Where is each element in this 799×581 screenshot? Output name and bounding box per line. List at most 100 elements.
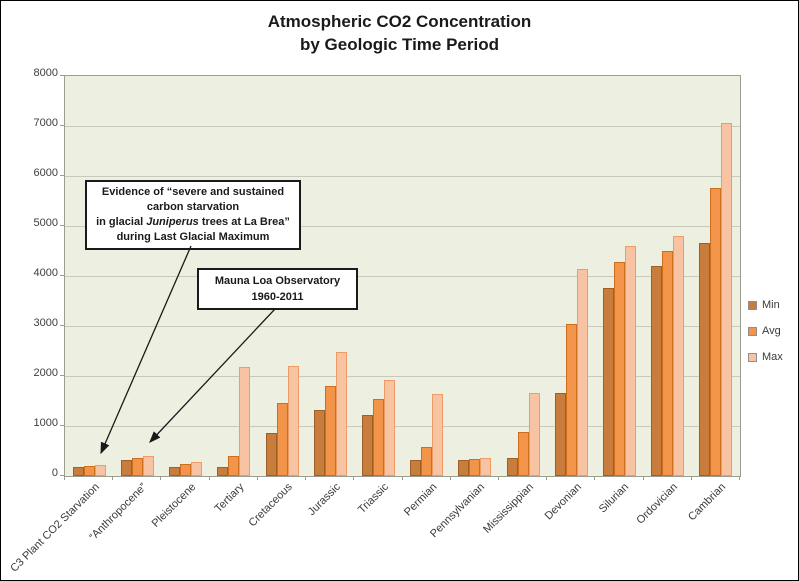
bar-avg-8: [421, 447, 433, 476]
bar-avg-10: [517, 432, 529, 476]
chart-title-line1: Atmospheric CO2 Concentration: [267, 12, 532, 31]
y-axis-tick: [60, 375, 64, 376]
annotation-la-brea-line3: in glacial Juniperus trees at La Brea”: [96, 216, 290, 228]
bar-max-10: [528, 393, 540, 476]
annotation-mauna-loa: Mauna Loa Observatory 1960-2011: [197, 268, 358, 310]
x-axis-tick: [643, 476, 644, 480]
x-axis-label: Permian: [402, 481, 440, 519]
x-axis-label: Mississippian: [480, 481, 536, 536]
bar-min-14: [699, 243, 711, 476]
x-axis-tick: [305, 476, 306, 480]
bar-max-5: [287, 366, 299, 476]
y-axis-tick: [60, 175, 64, 176]
legend-item-max: Max: [748, 344, 783, 370]
bar-avg-6: [324, 386, 336, 476]
bar-min-4: [217, 467, 229, 476]
bar-avg-14: [710, 188, 722, 476]
x-axis-label: Triassic: [355, 481, 391, 516]
chart-title: Atmospheric CO2 Concentration by Geologi…: [1, 10, 798, 56]
y-axis-tick: [60, 475, 64, 476]
bar-min-10: [506, 458, 518, 476]
bar-max-11: [576, 269, 588, 476]
bar-max-7: [383, 380, 395, 476]
x-axis-tick: [160, 476, 161, 480]
legend-label-avg: Avg: [762, 325, 781, 337]
bar-avg-11: [565, 324, 577, 476]
bar-min-3: [169, 467, 180, 476]
bar-min-11: [554, 393, 566, 476]
bar-min-2: [120, 460, 132, 476]
gridline: [65, 426, 740, 427]
gridline: [65, 176, 740, 177]
bar-avg-3: [180, 464, 191, 476]
gridline: [65, 376, 740, 377]
x-axis-label: Cambrian: [686, 481, 729, 524]
annotation-la-brea-line4: during Last Glacial Maximum: [116, 231, 270, 243]
bar-min-9: [458, 460, 470, 476]
bar-avg-5: [276, 403, 288, 476]
legend: Min Avg Max: [748, 292, 783, 370]
legend-label-min: Min: [762, 299, 780, 311]
bar-avg-12: [614, 262, 625, 476]
x-axis-label: Pleistocene: [149, 481, 199, 530]
y-axis-label: 2000: [33, 367, 58, 379]
bar-max-14: [721, 123, 733, 476]
y-axis-label: 5000: [33, 217, 58, 229]
x-axis-label: Jurassic: [305, 481, 343, 519]
bar-avg-13: [662, 251, 674, 476]
y-axis-label: 7000: [33, 117, 58, 129]
x-axis-label: Cretaceous: [246, 481, 295, 530]
bar-min-12: [603, 288, 614, 476]
bar-min-13: [651, 266, 663, 476]
y-axis-tick: [60, 325, 64, 326]
legend-swatch-min: [748, 300, 757, 310]
gridline: [65, 226, 740, 227]
bar-avg-1: [83, 466, 95, 476]
bar-max-3: [191, 462, 202, 476]
x-axis-tick: [546, 476, 547, 480]
bar-max-2: [142, 456, 154, 476]
annotation-mauna-loa-line2: 1960-2011: [251, 291, 304, 303]
x-axis-tick: [691, 476, 692, 480]
bar-max-9: [480, 458, 492, 476]
y-axis-label: 4000: [33, 267, 58, 279]
x-axis-tick: [209, 476, 210, 480]
y-axis-label: 0: [51, 467, 58, 479]
gridline: [65, 126, 740, 127]
x-axis-tick: [594, 476, 595, 480]
annotation-mauna-loa-line1: Mauna Loa Observatory: [214, 275, 341, 287]
x-axis-label: Tertiary: [212, 481, 247, 515]
bar-max-1: [94, 465, 106, 476]
plot-area: [64, 75, 741, 477]
x-axis-tick: [402, 476, 403, 480]
y-axis-label: 3000: [33, 317, 58, 329]
x-axis-tick: [64, 476, 65, 480]
bar-min-7: [361, 415, 373, 476]
x-axis-tick: [257, 476, 258, 480]
x-axis-label: Silurian: [597, 481, 632, 516]
annotation-la-brea-line1: Evidence of “severe and sustained: [101, 186, 285, 198]
bar-max-6: [335, 352, 347, 476]
legend-swatch-avg: [748, 326, 757, 336]
bar-min-8: [410, 460, 422, 476]
y-axis-label: 1000: [33, 417, 58, 429]
x-axis-tick: [739, 476, 740, 480]
bar-avg-9: [469, 459, 481, 476]
bar-max-8: [432, 394, 444, 476]
y-axis-tick: [60, 425, 64, 426]
y-axis-tick: [60, 225, 64, 226]
bar-min-5: [265, 433, 277, 476]
annotation-la-brea-line2: carbon starvation: [146, 201, 240, 213]
x-axis-label: C3 Plant CO2 Starvation: [7, 481, 102, 575]
legend-label-max: Max: [762, 351, 783, 363]
bar-min-6: [313, 410, 325, 476]
gridline: [65, 326, 740, 327]
y-axis-label: 8000: [33, 67, 58, 79]
bar-avg-4: [228, 456, 240, 476]
legend-swatch-max: [748, 352, 757, 362]
y-axis-label: 6000: [33, 167, 58, 179]
bar-avg-2: [131, 458, 143, 476]
bar-max-4: [239, 367, 251, 476]
x-axis-tick: [498, 476, 499, 480]
legend-item-avg: Avg: [748, 318, 783, 344]
